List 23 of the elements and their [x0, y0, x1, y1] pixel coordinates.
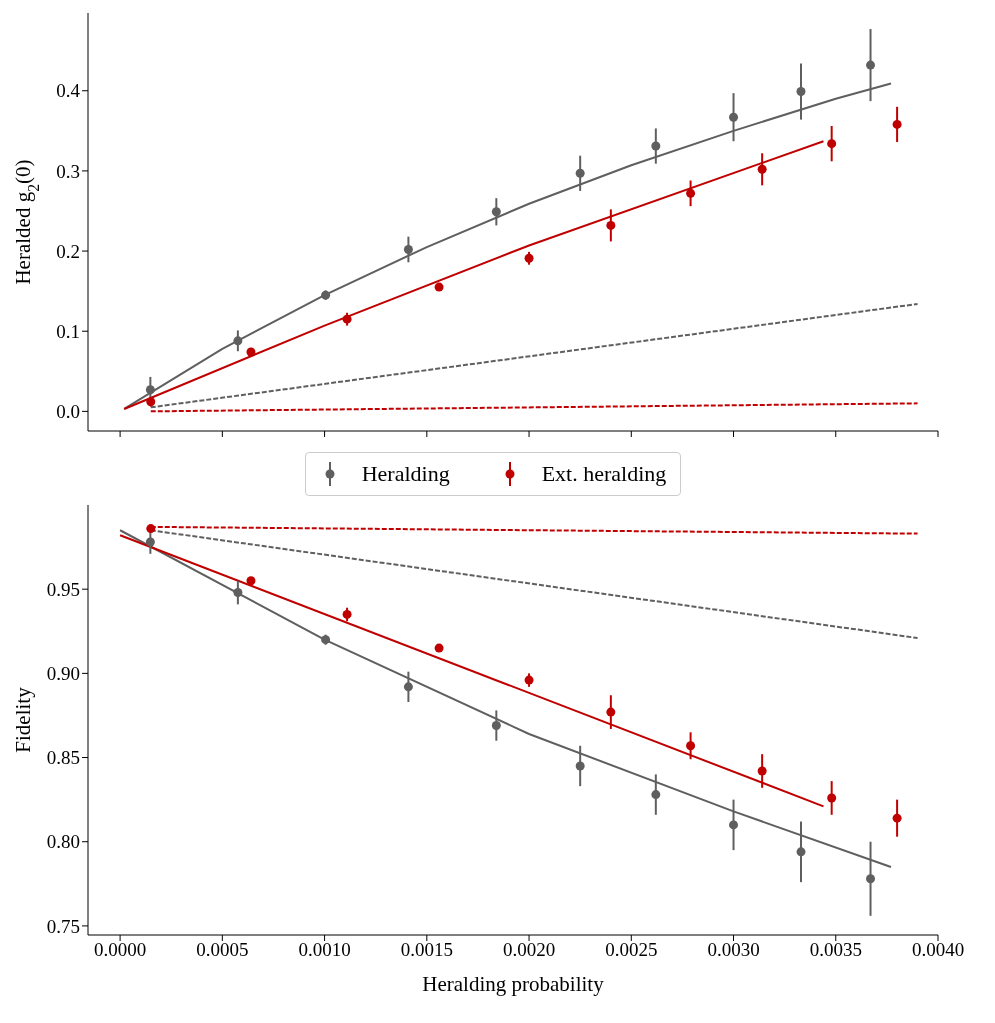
y-axis-title: Fidelity [11, 686, 35, 753]
x-tick-label: 0.0025 [605, 939, 658, 961]
legend-label: Ext. heralding [541, 461, 667, 487]
x-axis-title: Heralding probability [422, 972, 605, 996]
y-tick-label: 0.1 [56, 320, 80, 342]
legend-label: Heralding [361, 461, 450, 487]
y-tick-label: 0.90 [46, 663, 80, 685]
x-tick-label: 0.0005 [196, 939, 249, 961]
x-tick-label: 0.0020 [502, 939, 556, 961]
x-tick-label: 0.0035 [809, 939, 862, 961]
y-tick-label: 0.3 [56, 160, 80, 182]
y-tick-label: 0.4 [56, 80, 81, 102]
x-tick-label: 0.0000 [93, 939, 147, 961]
x-tick-label: 0.0030 [707, 939, 760, 961]
y-tick-label: 0.80 [46, 831, 80, 853]
x-tick-label: 0.0015 [400, 939, 453, 961]
y-tick-label: 0.95 [46, 578, 80, 600]
x-tick-label: 0.0040 [911, 939, 965, 961]
y-tick-label: 0.75 [46, 915, 80, 937]
x-tick-label: 0.0010 [298, 939, 351, 961]
y-tick-label: 0.85 [46, 747, 80, 769]
y-tick-label: 0.0 [56, 401, 80, 423]
y-tick-label: 0.2 [56, 240, 80, 262]
